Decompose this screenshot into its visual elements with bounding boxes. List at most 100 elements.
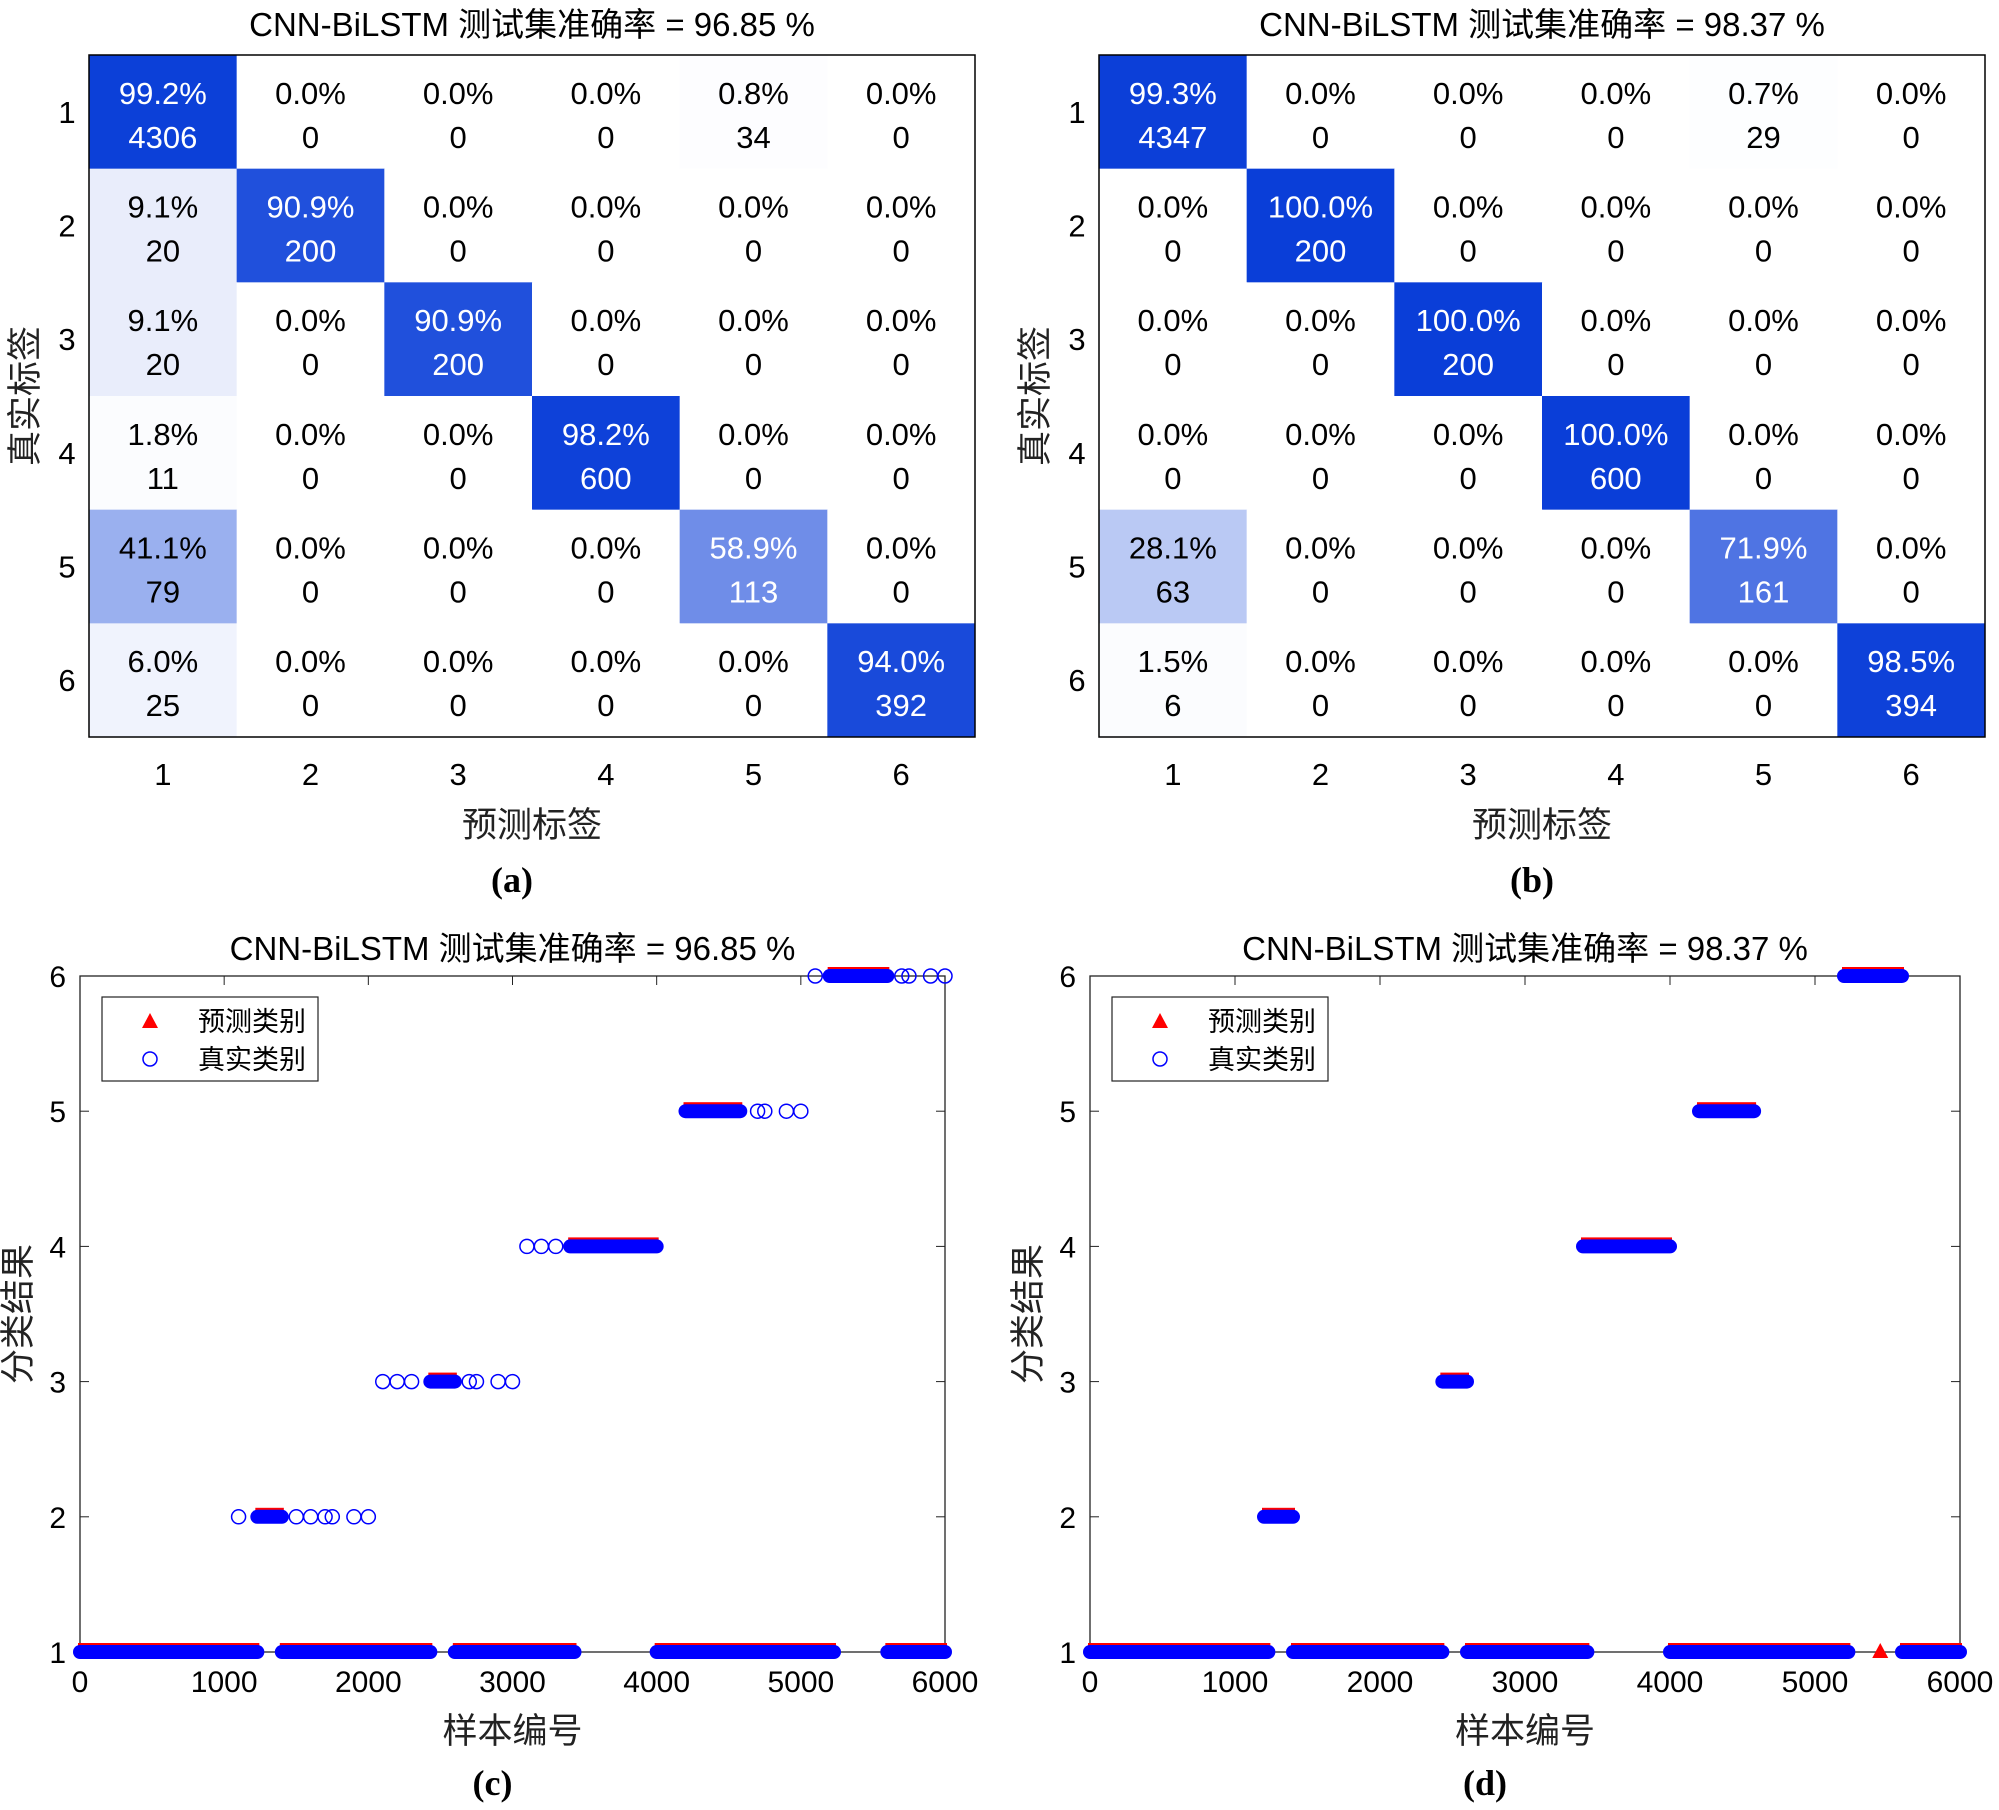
matrix-cell: 0.8% 34 (679, 55, 828, 170)
cell-percent: 90.9% (414, 303, 502, 338)
matrix-cell: 0.0% 0 (827, 168, 976, 283)
plot-area (1089, 975, 1961, 1653)
matrix-cell: 1.5% 6 (1099, 623, 1248, 738)
cell-percent: 0.0% (866, 531, 937, 566)
matrix-cell: 0.0% 0 (1542, 55, 1691, 170)
cell-percent: 0.0% (275, 76, 346, 111)
matrix-cell: 0.0% 0 (384, 623, 533, 738)
y-tick-label: 1 (58, 95, 75, 130)
cell-percent: 0.0% (570, 644, 641, 679)
cell-count: 0 (1903, 347, 1920, 382)
matrix-cell: 6.0% 25 (89, 623, 238, 738)
cell-percent: 0.0% (1580, 644, 1651, 679)
cell-percent: 0.0% (718, 417, 789, 452)
x-tick-label: 1 (1164, 757, 1181, 792)
x-tick-label: 2 (1312, 757, 1329, 792)
chart-title: CNN-BiLSTM 测试集准确率 = 98.37 % (1259, 6, 1825, 43)
chart-title: CNN-BiLSTM 测试集准确率 = 96.85 % (249, 6, 815, 43)
x-tick-label: 3 (1460, 757, 1477, 792)
cell-count: 4347 (1138, 120, 1207, 155)
matrix-cell: 100.0% 200 (1246, 168, 1395, 283)
cell-count: 79 (146, 575, 180, 610)
plot-area (79, 975, 946, 1653)
dense-run (1083, 1643, 1276, 1659)
dense-run (1576, 1237, 1677, 1254)
true-point (793, 1103, 809, 1119)
cell-percent: 0.0% (275, 303, 346, 338)
cell-percent: 0.0% (275, 644, 346, 679)
cell-percent: 0.0% (1137, 417, 1208, 452)
x-tick-label: 0 (1082, 1666, 1099, 1699)
matrix-cell: 0.0% 0 (1246, 509, 1395, 624)
dense-run (1286, 1643, 1450, 1659)
cell-fill (236, 623, 385, 738)
true-point (937, 968, 953, 984)
true-run (1286, 1645, 1450, 1659)
cell-percent: 0.7% (1728, 76, 1799, 111)
cell-percent: 1.5% (1137, 644, 1208, 679)
matrix-cell: 0.0% 0 (384, 55, 533, 170)
cell-fill (827, 396, 976, 511)
cell-fill (827, 282, 976, 397)
cell-percent: 0.8% (718, 76, 789, 111)
cell-fill (1099, 282, 1248, 397)
matrix-cell: 0.0% 0 (1542, 168, 1691, 283)
matrix-cell: 0.0% 0 (1837, 168, 1986, 283)
matrix-cell: 28.1% 63 (1099, 509, 1248, 624)
y-tick-label: 1 (1059, 1637, 1076, 1670)
y-tick-label: 3 (1068, 322, 1085, 357)
cell-percent: 0.0% (423, 531, 494, 566)
cell-percent: 41.1% (119, 531, 207, 566)
matrix-cell: 0.0% 0 (1099, 282, 1248, 397)
cell-fill (384, 282, 533, 397)
cell-percent: 0.0% (423, 76, 494, 111)
matrix-cell: 58.9% 113 (679, 509, 828, 624)
cell-percent: 0.0% (570, 76, 641, 111)
predicted-point (1872, 1643, 1889, 1658)
cell-count: 0 (745, 461, 762, 496)
true-run (822, 969, 895, 983)
cell-count: 200 (1442, 347, 1494, 382)
matrix-cell: 0.0% 0 (1542, 282, 1691, 397)
cell-percent: 0.0% (1876, 76, 1947, 111)
matrix-cell: 0.0% 0 (679, 623, 828, 738)
true-run (1663, 1645, 1856, 1659)
matrix-cell: 0.0% 0 (1394, 509, 1543, 624)
matrix-cell: 0.0% 0 (1394, 168, 1543, 283)
cell-fill (1246, 282, 1395, 397)
legend-label: 真实类别 (1208, 1045, 1316, 1075)
cell-percent: 98.5% (1867, 644, 1955, 679)
y-tick-label: 5 (49, 1096, 66, 1129)
cell-fill (827, 623, 976, 738)
cell-percent: 0.0% (1137, 190, 1208, 225)
cell-fill (1394, 509, 1543, 624)
matrix-cell: 0.0% 0 (827, 55, 976, 170)
cell-fill (236, 509, 385, 624)
matrix-cell: 0.0% 0 (532, 623, 681, 738)
legend-box (101, 996, 319, 1082)
matrix-cell: 99.2% 4306 (89, 55, 238, 170)
true-run (73, 1645, 265, 1659)
cell-count: 29 (1746, 120, 1780, 155)
cell-count: 0 (893, 234, 910, 269)
cell-count: 0 (1312, 688, 1329, 723)
cell-fill (827, 168, 976, 283)
cell-fill (236, 55, 385, 170)
cell-count: 0 (1755, 461, 1772, 496)
cell-count: 0 (597, 688, 614, 723)
true-point (548, 1238, 564, 1255)
cell-count: 0 (1460, 688, 1477, 723)
cell-fill (1837, 623, 1986, 738)
cell-count: 6 (1164, 688, 1181, 723)
y-tick-label: 5 (58, 550, 75, 585)
cell-fill (1542, 55, 1691, 170)
cell-fill (1542, 509, 1691, 624)
cell-fill (1246, 396, 1395, 511)
cell-percent: 0.0% (275, 531, 346, 566)
cell-fill (384, 55, 533, 170)
cell-fill (1689, 623, 1838, 738)
cell-count: 0 (1164, 234, 1181, 269)
cell-count: 392 (875, 688, 927, 723)
x-tick-label: 1 (154, 757, 171, 792)
